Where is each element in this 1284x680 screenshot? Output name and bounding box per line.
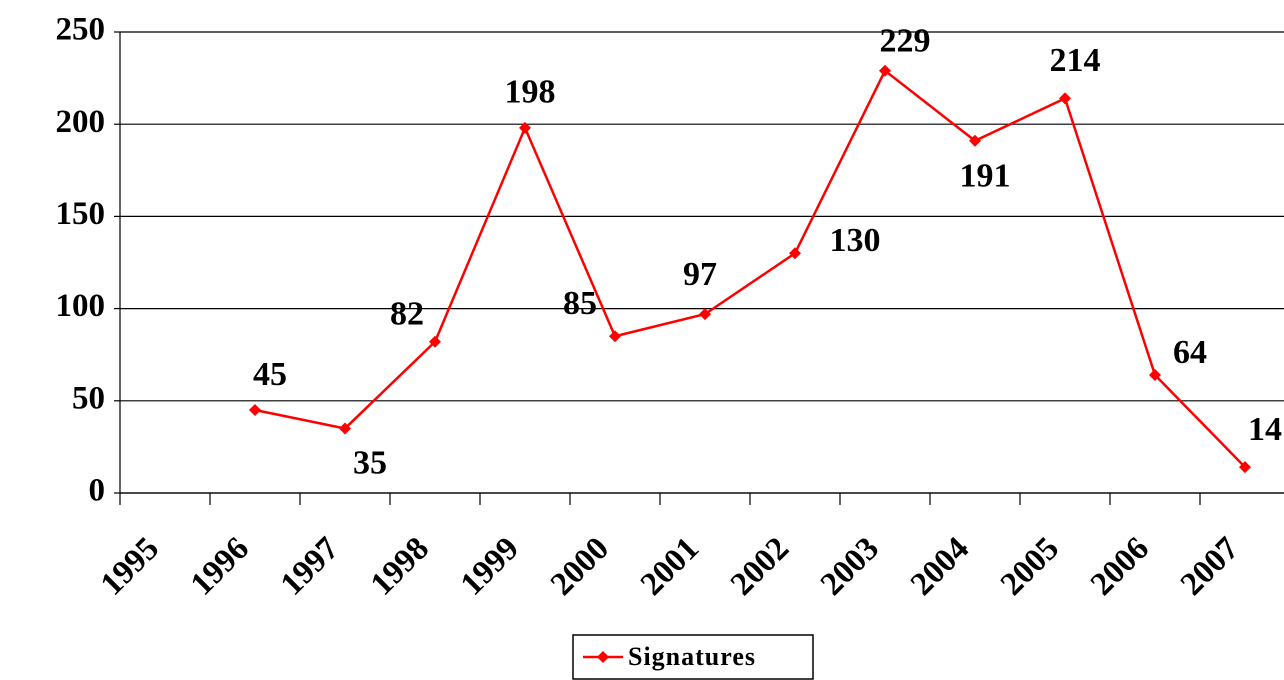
x-tick-label: 2007: [1174, 531, 1246, 603]
x-tick-label: 1999: [454, 531, 526, 603]
legend-label: Signatures: [628, 642, 756, 671]
legend-marker: [597, 651, 609, 663]
x-tick-label: 2006: [1084, 531, 1156, 603]
data-label: 130: [830, 222, 881, 259]
data-point: [969, 134, 981, 147]
x-tick-label: 2000: [544, 531, 616, 603]
data-label: 85: [563, 285, 597, 322]
data-point: [699, 308, 711, 321]
data-label: 97: [683, 256, 717, 293]
data-point: [1149, 368, 1161, 381]
x-tick-label: 2003: [814, 531, 886, 603]
data-point: [609, 330, 621, 343]
y-tick-label: 0: [89, 473, 106, 509]
y-tick-label: 250: [56, 12, 106, 48]
data-label: 214: [1050, 42, 1101, 79]
data-point: [519, 121, 531, 134]
data-label: 82: [390, 296, 424, 333]
data-point: [249, 404, 261, 417]
x-tick-label: 2002: [724, 531, 796, 603]
series-line: [254, 68, 1246, 469]
data-label: 14: [1248, 411, 1282, 448]
x-tick-label: 2001: [634, 531, 706, 603]
data-label: 229: [880, 23, 931, 60]
y-tick-label: 200: [56, 104, 106, 140]
data-point: [339, 422, 351, 435]
data-label: 45: [253, 356, 287, 393]
data-label: 64: [1173, 334, 1207, 371]
data-label: 198: [505, 74, 556, 111]
data-point: [429, 335, 441, 348]
x-tick-label: 2004: [904, 531, 976, 603]
y-tick-label: 100: [56, 288, 106, 324]
x-tick-label: 2005: [994, 531, 1066, 603]
data-point: [1059, 92, 1071, 105]
data-label: 191: [960, 158, 1011, 195]
x-tick-label: 1995: [94, 531, 166, 603]
y-tick-label: 50: [72, 380, 105, 416]
y-tick-label: 150: [56, 196, 106, 232]
data-point: [879, 64, 891, 77]
x-tick-label: 1998: [364, 531, 436, 603]
data-point: [789, 247, 801, 260]
x-tick-label: 1996: [184, 531, 256, 603]
x-tick-label: 1997: [274, 531, 346, 603]
data-label: 35: [353, 444, 387, 481]
data-point: [1239, 461, 1251, 474]
